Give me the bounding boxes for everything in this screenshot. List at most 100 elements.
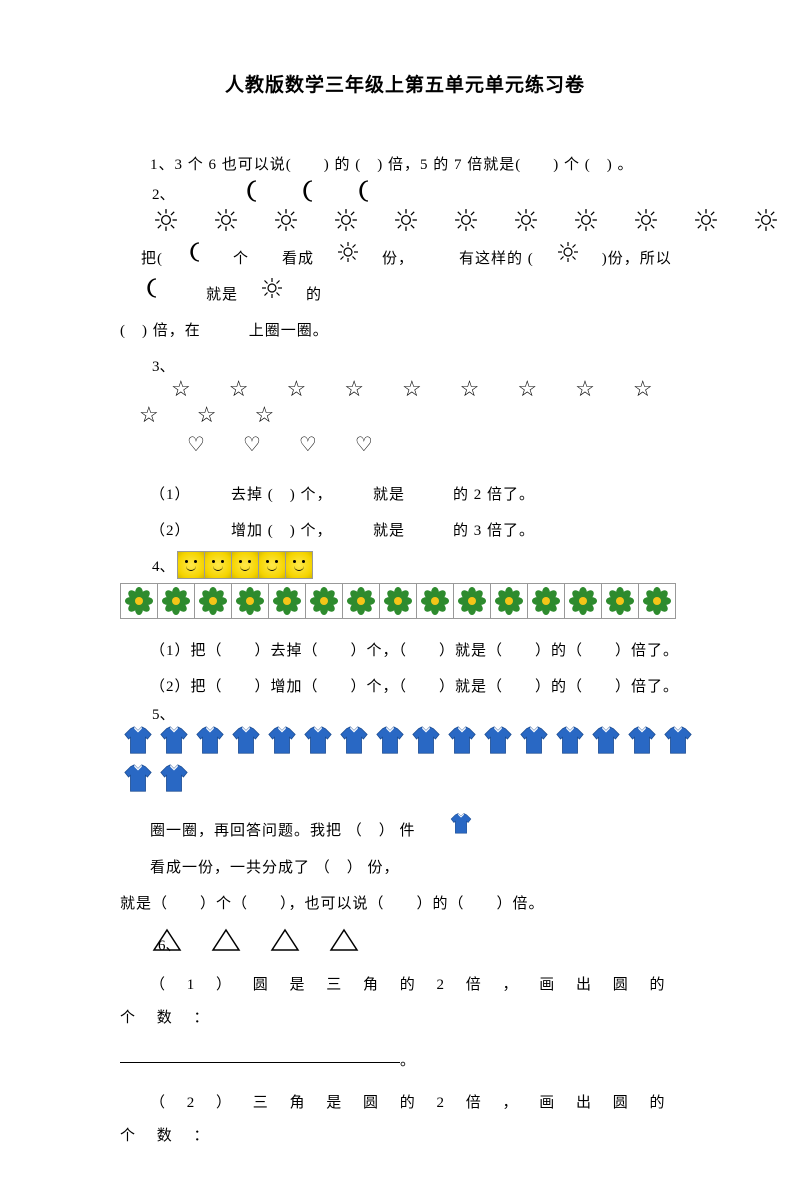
shirt-icon [552, 724, 588, 758]
q1-text: 1、3 个 6 也可以说( ) 的 ( ) 倍，5 的 7 倍就是( ) 个 (… [120, 147, 690, 183]
shirt-icon [408, 724, 444, 758]
smiley-icon [178, 552, 205, 578]
q3-number: 3、 [120, 355, 175, 376]
q6-blank-1: 。 [120, 1043, 690, 1079]
sun-icon [602, 208, 658, 237]
smiley-icon [232, 552, 259, 578]
sun-icon [122, 208, 178, 237]
moon-icon [165, 241, 206, 277]
flower-icon [158, 584, 195, 618]
q3-sub1: （1） 去掉 ( ) 个， 就是 的 2 倍了。 [120, 477, 690, 513]
star-icon: ☆ [197, 376, 249, 402]
q2-sentence-1: 把( 个 看成 份， 有这样的 ( )份，所以 就是 的 [120, 241, 690, 313]
shirt-icon [624, 724, 660, 758]
shirt-icon [336, 724, 372, 758]
q6-sub1: （ 1 ） 圆 是 三 角 的 2 倍 ， 画 出 圆 的 个 数 ： [120, 969, 690, 1035]
flower-icon [602, 584, 639, 618]
sun-icon [662, 208, 718, 237]
q2-sentence-2: ( ) 倍，在 上圈一圈。 [120, 313, 690, 349]
q4-flowers [120, 583, 676, 619]
smiley-icon [205, 552, 232, 578]
heart-icon: ♡ [211, 432, 261, 457]
q6-triangles: 6、 [120, 928, 359, 957]
flower-icon [232, 584, 269, 618]
sun-icon [182, 208, 238, 237]
q4-sub1: （1）把（ ）去掉（ ）个，（ ）就是（ ）的（ ）倍了。 [120, 633, 690, 669]
heart-icon: ♡ [267, 432, 317, 457]
q3-stars-row: 3、 ☆☆☆☆☆☆☆☆☆☆☆☆ [120, 355, 690, 428]
flower-icon [639, 584, 675, 618]
shirt-icon [660, 724, 696, 758]
sun-icon [542, 208, 598, 237]
smiley-icon [286, 552, 312, 578]
q3-sub2: （2） 增加 ( ) 个， 就是 的 3 倍了。 [120, 513, 690, 549]
heart-icon: ♡ [323, 432, 373, 457]
shirt-icon [300, 724, 336, 758]
shirt-icon [588, 724, 624, 758]
star-icon: ☆ [543, 376, 595, 402]
star-icon: ☆ [254, 376, 306, 402]
q4-smileys [177, 551, 313, 579]
flower-icon [565, 584, 602, 618]
q6-sub2: （ 2 ） 三 角 是 圆 的 2 倍 ， 画 出 圆 的 个 数 ： [120, 1087, 690, 1153]
shirt-icon [120, 762, 156, 796]
triangle-icon [238, 928, 300, 957]
star-icon: ☆ [428, 376, 480, 402]
star-icon: ☆ [139, 376, 191, 402]
sun-icon [722, 208, 778, 237]
flower-icon [269, 584, 306, 618]
sun-icon [536, 241, 579, 277]
q5-shirt-row1: 5、 [120, 703, 690, 758]
flower-icon [380, 584, 417, 618]
heart-icon: ♡ [155, 432, 205, 457]
q5-shirt-row2 [120, 762, 690, 796]
q4-sub2: （2）把（ ）增加（ ）个，（ ）就是（ ）的（ ）倍了。 [120, 669, 690, 705]
q5-shirts-row2 [120, 762, 192, 796]
flower-icon [121, 584, 158, 618]
moon-icon [267, 179, 319, 208]
shirt-icon [480, 724, 516, 758]
flower-icon [343, 584, 380, 618]
page-title: 人教版数学三年级上第五单元单元练习卷 [120, 70, 690, 97]
q3-stars: ☆☆☆☆☆☆☆☆☆☆☆☆ [104, 376, 690, 428]
q5-sentence-2: 就是（ ）个（ ），也可以说（ ）的（ ）倍。 [120, 886, 690, 922]
shirt-icon [120, 724, 156, 758]
triangle-icon [297, 928, 359, 957]
sun-icon [782, 208, 800, 237]
sun-icon [422, 208, 478, 237]
star-icon: ☆ [370, 376, 422, 402]
shirt-icon [516, 724, 552, 758]
sun-icon [302, 208, 358, 237]
flower-icon [417, 584, 454, 618]
shirt-icon [228, 724, 264, 758]
star-icon: ☆ [107, 402, 159, 428]
triangle-icon [179, 928, 241, 957]
moon-icon [211, 179, 263, 208]
shirt-icon [418, 812, 474, 850]
flower-icon [528, 584, 565, 618]
q4-smiley-row: 4、 [120, 551, 690, 579]
flower-icon [195, 584, 232, 618]
q6-number: 6、 [126, 934, 181, 955]
smiley-icon [259, 552, 286, 578]
q5-number: 5、 [120, 703, 175, 724]
flower-icon [454, 584, 491, 618]
q2-suns [120, 208, 800, 237]
star-icon: ☆ [165, 402, 217, 428]
shirt-icon [444, 724, 480, 758]
shirt-icon [372, 724, 408, 758]
worksheet-page: 人教版数学三年级上第五单元单元练习卷 1、3 个 6 也可以说( ) 的 ( )… [0, 0, 800, 1193]
star-icon: ☆ [222, 402, 274, 428]
star-icon: ☆ [601, 376, 653, 402]
flower-icon [491, 584, 528, 618]
flower-icon [306, 584, 343, 618]
shirt-icon [156, 724, 192, 758]
q5-shirts-row1 [120, 724, 696, 758]
moon-icon [323, 179, 375, 208]
moon-icon [122, 277, 163, 313]
q6-triangle-row: 6、 [120, 928, 690, 957]
sun-icon [240, 277, 283, 313]
shirt-icon [156, 762, 192, 796]
sun-icon [316, 241, 359, 277]
q4-number: 4、 [120, 555, 175, 576]
